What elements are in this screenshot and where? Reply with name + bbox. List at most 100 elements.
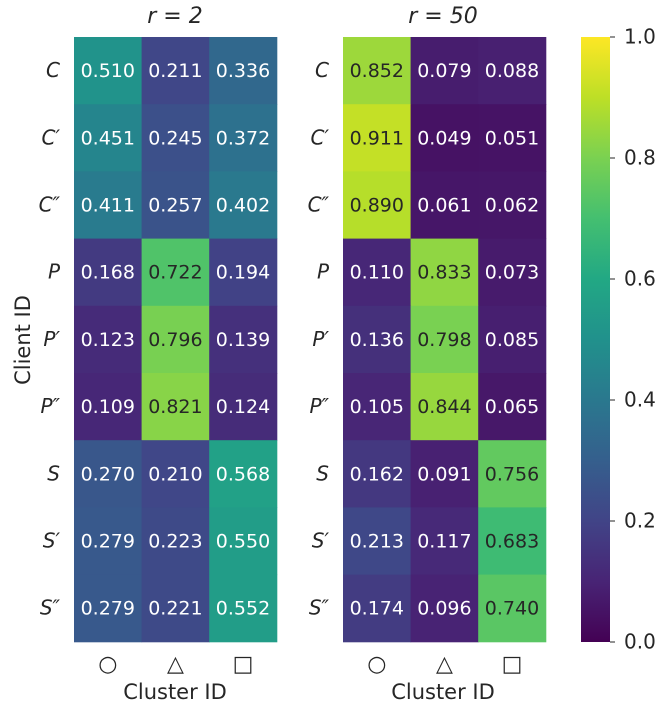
heatmap-cell [209,305,278,374]
panel-r50-col-labels: ○ △ □ [367,652,522,677]
row-tick-label: S″ [309,596,330,620]
heatmap-cell [141,305,210,374]
heatmap-cell [343,373,412,441]
cell-value-label: 0.336 [216,60,270,82]
colorbar-tick-label: 0.2 [624,509,656,533]
heatmap-cell [478,507,547,576]
cell-value-label: 0.079 [417,60,471,82]
row-tick-label: C [315,58,329,82]
cell-value-label: 0.065 [485,396,539,418]
heatmap-cell [209,37,278,105]
x-axis-label-r50: Cluster ID [391,680,495,704]
heatmap-cell [343,305,412,374]
heatmap-cell [410,238,479,307]
heatmap-cell [209,574,278,643]
cell-value-label: 0.683 [485,531,539,553]
heatmap-cell [410,574,479,643]
row-tick-label: P″ [40,394,60,418]
colorbar-ticks: 0.0 0.2 0.4 0.6 0.8 1.0 [610,25,656,654]
cell-value-label: 0.136 [350,329,404,351]
row-tick-label: P″ [309,394,329,418]
heatmap-cell [343,104,412,172]
heatmap-cell [478,440,547,508]
col-tick-label: □ [233,652,254,677]
heatmap-cell [410,440,479,508]
cell-value-label: 0.174 [350,598,404,620]
y-axis-label: Client ID [11,295,35,385]
colorbar: 0.0 0.2 0.4 0.6 0.8 1.0 [581,25,656,654]
row-tick-label: P [48,260,61,284]
cell-value-label: 0.091 [417,463,471,485]
heatmap-cell [209,238,278,307]
row-tick-label: C′ [310,125,329,149]
heatmap-cell [209,440,278,508]
cell-value-label: 0.372 [216,127,270,149]
heatmap-cell [343,507,412,576]
cell-value-label: 0.162 [350,463,404,485]
cell-value-label: 0.833 [417,262,471,284]
panel-r2: r = 2 0.510 0.211 0.336 0.451 0.245 0.372 0.41… [39,4,278,704]
heatmap-cell [141,37,210,105]
row-tick-label: S [47,461,60,485]
panel-r50-row-labels: C C′ C″ P P′ P″ S S′ S″ [308,58,330,620]
heatmap-cell [74,37,143,105]
cell-value-label: 0.568 [216,463,270,485]
cell-value-label: 0.168 [81,262,135,284]
cell-value-label: 0.852 [350,60,404,82]
heatmap-cell [209,373,278,441]
cell-value-label: 0.211 [148,60,202,82]
heatmap-cell [74,104,143,172]
col-tick-label: △ [167,652,184,677]
cell-value-label: 0.109 [81,396,135,418]
cell-value-label: 0.213 [350,531,404,553]
cell-value-label: 0.049 [417,127,471,149]
cell-value-label: 0.062 [485,195,539,217]
colorbar-tick-label: 0.6 [624,267,656,291]
cell-value-label: 0.722 [148,262,202,284]
colorbar-gradient [581,37,610,642]
col-tick-label: ○ [98,652,117,677]
heatmap-cell [410,37,479,105]
cell-value-label: 0.210 [148,463,202,485]
cell-value-label: 0.821 [148,396,202,418]
cell-value-label: 0.221 [148,598,202,620]
panel-r2-cells: 0.510 0.211 0.336 0.451 0.245 0.372 0.411 0.257… [74,37,278,643]
cell-value-label: 0.550 [216,531,270,553]
colorbar-tick-label: 0.0 [624,630,656,654]
row-tick-label: S′ [312,529,330,553]
cell-value-label: 0.124 [216,396,270,418]
cell-value-label: 0.257 [148,195,202,217]
heatmap-cell [478,37,547,105]
cell-value-label: 0.402 [216,195,270,217]
heatmap-cell [410,305,479,374]
heatmap-cell [141,507,210,576]
cell-value-label: 0.088 [485,60,539,82]
cell-value-label: 0.270 [81,463,135,485]
row-tick-label: P′ [43,327,60,351]
cell-value-label: 0.411 [81,195,135,217]
cell-value-label: 0.073 [485,262,539,284]
colorbar-tick-label: 0.4 [624,388,656,412]
heatmap-cell [343,37,412,105]
cell-value-label: 0.279 [81,531,135,553]
heatmap-cell [410,171,479,240]
cell-value-label: 0.110 [350,262,404,284]
heatmap-cell [74,238,143,307]
colorbar-tick-label: 0.8 [624,146,656,170]
heatmap-cell [209,171,278,240]
heatmap-cell [74,507,143,576]
heatmap-cell [343,440,412,508]
cell-value-label: 0.051 [485,127,539,149]
cell-value-label: 0.096 [417,598,471,620]
heatmap-cell [478,104,547,172]
col-tick-label: □ [502,652,523,677]
heatmap-cell [74,574,143,643]
cell-value-label: 0.194 [216,262,270,284]
cell-value-label: 0.139 [216,329,270,351]
heatmap-cell [209,507,278,576]
heatmap-cell [343,238,412,307]
cell-value-label: 0.911 [350,127,404,149]
heatmap-cell [410,373,479,441]
col-tick-label: △ [436,652,453,677]
heatmap-cell [74,373,143,441]
